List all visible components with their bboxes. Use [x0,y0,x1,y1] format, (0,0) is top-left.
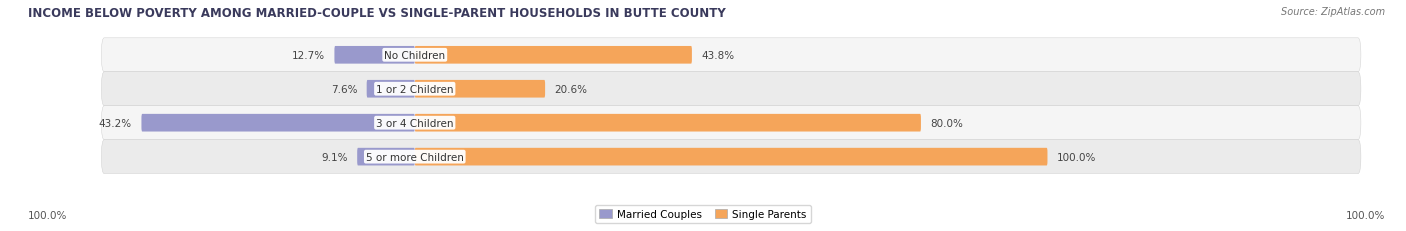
Text: 3 or 4 Children: 3 or 4 Children [375,118,454,128]
Text: 43.8%: 43.8% [702,51,734,61]
Text: 1 or 2 Children: 1 or 2 Children [375,84,454,94]
Legend: Married Couples, Single Parents: Married Couples, Single Parents [595,205,811,224]
Text: 100.0%: 100.0% [1346,210,1385,220]
FancyBboxPatch shape [142,114,415,132]
FancyBboxPatch shape [101,140,1361,174]
Text: 20.6%: 20.6% [554,84,588,94]
Text: 12.7%: 12.7% [292,51,325,61]
FancyBboxPatch shape [415,114,921,132]
FancyBboxPatch shape [367,81,415,98]
FancyBboxPatch shape [335,47,415,64]
FancyBboxPatch shape [415,81,546,98]
FancyBboxPatch shape [357,148,415,166]
FancyBboxPatch shape [101,106,1361,140]
FancyBboxPatch shape [415,47,692,64]
Text: 100.0%: 100.0% [28,210,67,220]
FancyBboxPatch shape [101,73,1361,106]
Text: 7.6%: 7.6% [330,84,357,94]
Text: 43.2%: 43.2% [98,118,132,128]
Text: 100.0%: 100.0% [1057,152,1097,162]
Text: 9.1%: 9.1% [321,152,347,162]
Text: Source: ZipAtlas.com: Source: ZipAtlas.com [1281,7,1385,17]
Text: 80.0%: 80.0% [931,118,963,128]
Text: 5 or more Children: 5 or more Children [366,152,464,162]
Text: INCOME BELOW POVERTY AMONG MARRIED-COUPLE VS SINGLE-PARENT HOUSEHOLDS IN BUTTE C: INCOME BELOW POVERTY AMONG MARRIED-COUPL… [28,7,725,20]
FancyBboxPatch shape [415,148,1047,166]
Text: No Children: No Children [384,51,446,61]
FancyBboxPatch shape [101,39,1361,73]
